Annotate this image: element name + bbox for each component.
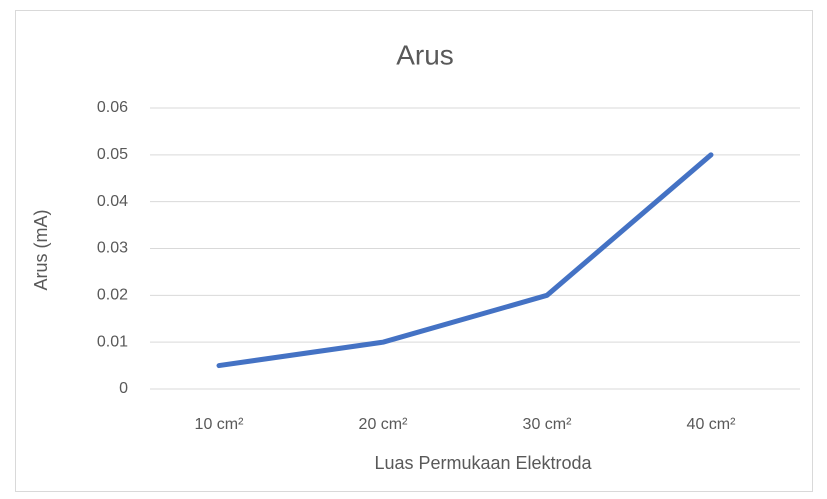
- y-tick-label: 0.05: [97, 146, 128, 163]
- x-tick-label: 10 cm²: [195, 416, 245, 433]
- y-tick-label: 0.02: [97, 287, 128, 304]
- y-tick-label: 0.03: [97, 240, 128, 257]
- y-tick-label: 0.01: [97, 333, 128, 350]
- x-tick-label: 30 cm²: [523, 416, 573, 433]
- y-tick-label: 0.04: [97, 193, 128, 210]
- line-series: [216, 152, 714, 369]
- y-tick-label: 0.06: [97, 99, 128, 116]
- y-tick-label: 0: [119, 380, 128, 397]
- x-tick-label: 20 cm²: [359, 416, 409, 433]
- chart-frame: [15, 10, 813, 492]
- y-axis-label: Arus (mA): [31, 210, 51, 291]
- x-axis-label: Luas Permukaan Elektroda: [374, 453, 592, 473]
- chart-title: Arus: [396, 39, 454, 70]
- x-tick-label: 40 cm²: [687, 416, 737, 433]
